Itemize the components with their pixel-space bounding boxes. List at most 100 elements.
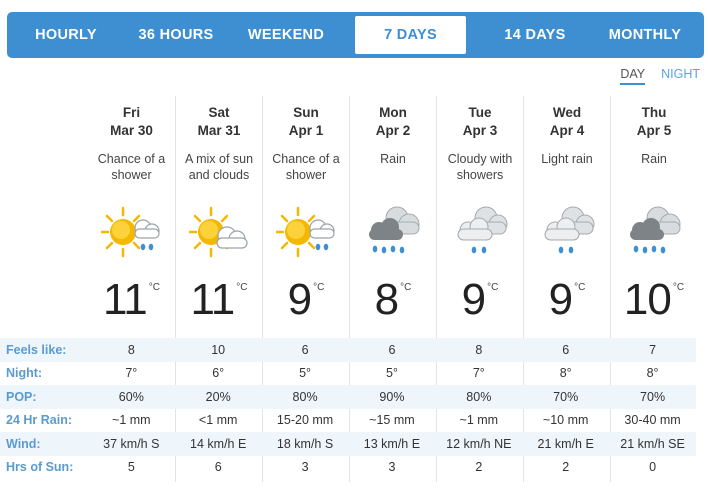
row-cell: 90% [379, 389, 405, 404]
day-night-toggle: DAY NIGHT [620, 67, 700, 85]
temperature-unit: °C [574, 282, 586, 293]
row-label: POP: [6, 389, 37, 404]
dark-cloud-rain-icon [369, 206, 420, 254]
temperature-value: 9 [287, 275, 313, 324]
row-cell: 7° [472, 366, 485, 381]
day-date: Apr 2 [375, 123, 411, 138]
row-cell: 8° [559, 366, 572, 381]
day-column: Thu Apr 5 Rain 10 °C [610, 96, 697, 482]
row-cell: 21 km/h E [537, 436, 594, 451]
day-column: Sun Apr 1 Chance of a shower 9 °C [262, 96, 349, 482]
row-cell: 10 [211, 342, 226, 357]
row-label: Hrs of Sun: [6, 460, 74, 475]
sun-cloud-icon [189, 206, 248, 258]
temperature: 9 °C [437, 276, 523, 324]
temperature-value: 8 [374, 275, 400, 324]
row-cell: ~1 mm [459, 413, 499, 428]
row-cell: 70% [640, 389, 666, 404]
row-cell: 5° [385, 366, 398, 381]
tab-7-days[interactable]: 7 DAYS [355, 16, 466, 54]
row-cell: ~10 mm [542, 413, 589, 428]
day-date: Mar 30 [110, 123, 153, 138]
cloud-light-rain-icon [544, 206, 595, 254]
row-cell: 8 [127, 342, 135, 357]
tab-14-days[interactable]: 14 DAYS [504, 27, 566, 43]
night-toggle[interactable]: NIGHT [661, 67, 700, 81]
condition-text: Chance of a shower [272, 152, 340, 182]
day-name: Fri [122, 105, 141, 120]
row-cell: 6° [212, 366, 225, 381]
row-hrs-of-sun: Hrs of Sun: 5 6 3 3 2 2 0 [0, 456, 696, 480]
row-feels-like: Feels like: 8 10 6 6 8 6 7 [0, 338, 696, 362]
forecast-days: Fri Mar 30 Chance of a shower 11 °C [88, 96, 697, 482]
condition-text: A mix of sun and clouds [184, 152, 254, 182]
row-cell: <1 mm [198, 413, 238, 428]
row-pop: POP: 60% 20% 80% 90% 80% 70% 70% [0, 385, 696, 409]
condition-text: Chance of a shower [97, 152, 166, 182]
temperature: 11 °C [88, 276, 175, 324]
day-date: Apr 1 [288, 123, 324, 138]
day-name: Thu [641, 105, 667, 120]
row-cell: 6 [214, 460, 222, 475]
forecast-details-table: Feels like: 8 10 6 6 8 6 7 Night: 7° 6° … [0, 338, 696, 479]
tab-hourly[interactable]: HOURLY [35, 27, 97, 43]
dark-cloud-rain-icon [630, 206, 681, 254]
day-name: Wed [552, 105, 582, 120]
temperature-value: 11 [190, 275, 236, 324]
day-date: Apr 5 [636, 123, 672, 138]
row-cell: 2 [475, 460, 483, 475]
row-cell: 15-20 mm [276, 413, 334, 428]
day-toggle[interactable]: DAY [620, 67, 646, 85]
day-name: Sat [208, 105, 230, 120]
row-cell: 6 [562, 342, 570, 357]
day-date: Apr 4 [549, 123, 585, 138]
row-label: Night: [6, 366, 43, 381]
row-cell: 0 [649, 460, 657, 475]
row-cell: 60% [118, 389, 144, 404]
temperature-unit: °C [236, 282, 248, 293]
tab-36-hours[interactable]: 36 HOURS [138, 27, 214, 43]
row-cell: 7° [125, 366, 138, 381]
row-cell: ~1 mm [112, 413, 151, 428]
sun-cloud-rain-icon [276, 206, 335, 258]
temperature: 8 °C [350, 276, 436, 324]
day-column: Wed Apr 4 Light rain 9 °C [523, 96, 610, 482]
temperature-unit: °C [400, 282, 412, 293]
cloud-light-rain-icon [457, 206, 508, 254]
row-cell: ~15 mm [369, 413, 415, 428]
temperature-unit: °C [487, 282, 499, 293]
temperature-value: 10 [623, 275, 672, 324]
row-cell: 5° [299, 366, 312, 381]
row-cell: 6 [388, 342, 396, 357]
temperature-value: 11 [103, 275, 148, 324]
condition-text: Rain [380, 152, 406, 166]
forecast-tab-bar: HOURLY 36 HOURS WEEKEND 7 DAYS 14 DAYS M… [7, 12, 704, 58]
day-name: Sun [293, 105, 319, 120]
row-label: 24 Hr Rain: [6, 413, 72, 428]
row-cell: 8° [646, 366, 659, 381]
tab-weekend[interactable]: WEEKEND [247, 27, 325, 43]
temperature: 11 °C [176, 276, 262, 324]
day-column: Sat Mar 31 A mix of sun and clouds 11 °C [175, 96, 262, 482]
row-label: Feels like: [6, 342, 67, 357]
day-column: Mon Apr 2 Rain 8 °C [349, 96, 436, 482]
row-cell: 3 [301, 460, 309, 475]
row-cell: 5 [127, 460, 135, 475]
temperature: 9 °C [263, 276, 349, 324]
tab-monthly[interactable]: MONTHLY [608, 27, 682, 43]
day-column: Fri Mar 30 Chance of a shower 11 °C [88, 96, 175, 482]
temperature-unit: °C [672, 282, 685, 293]
row-cell: 80% [466, 389, 492, 404]
row-24hr-rain: 24 Hr Rain: ~1 mm <1 mm 15-20 mm ~15 mm … [0, 409, 696, 433]
temperature: 10 °C [611, 276, 697, 324]
condition-text: Rain [641, 152, 667, 166]
day-date: Mar 31 [197, 123, 241, 138]
row-cell: 3 [388, 460, 396, 475]
row-cell: 21 km/h SE [620, 436, 685, 451]
temperature-value: 9 [548, 275, 574, 324]
temperature-value: 9 [461, 275, 487, 324]
temperature-unit: °C [313, 282, 325, 293]
day-name: Tue [468, 105, 492, 120]
day-column: Tue Apr 3 Cloudy with showers 9 °C [436, 96, 523, 482]
row-cell: 2 [562, 460, 570, 475]
